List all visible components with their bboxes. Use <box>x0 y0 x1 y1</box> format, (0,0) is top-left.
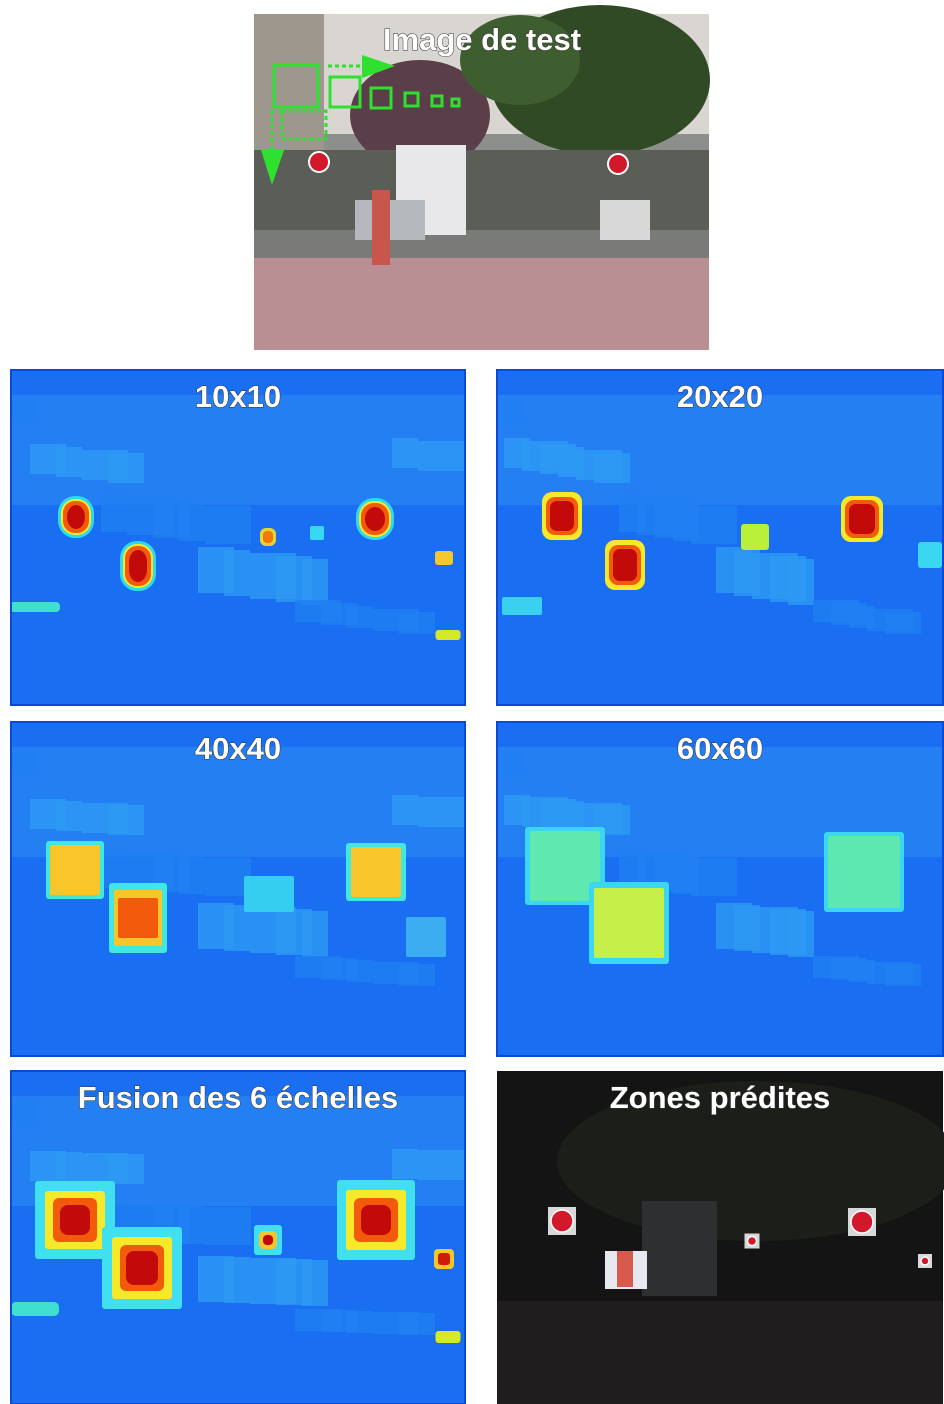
hot-spot <box>550 501 574 531</box>
heatmap-patch <box>295 956 341 978</box>
heatmap-patch <box>418 1150 464 1180</box>
car <box>600 200 650 240</box>
hot-spot <box>244 876 294 912</box>
panel: Zones prédites <box>497 1071 944 1404</box>
heatmap-patch <box>813 600 859 622</box>
heatmap-patch <box>11 1101 37 1123</box>
heatmap-patch <box>250 907 296 953</box>
heatmap-patch <box>30 799 66 829</box>
hot-spot <box>50 845 100 895</box>
hot-spot <box>365 507 385 531</box>
heatmap-patch <box>295 1309 341 1331</box>
heatmap-patch <box>504 795 530 825</box>
heatmap-patch <box>250 1258 296 1304</box>
hot-spot <box>502 597 542 615</box>
heatmap-patch <box>373 1312 419 1334</box>
panels: 10x10 20x20 40x40 60x60 Fusion des 6 échelle… <box>10 370 944 1404</box>
heatmap-patch <box>504 438 530 468</box>
heatmap-patch <box>101 850 127 888</box>
heatmap-patch <box>101 494 127 532</box>
test-image: Image de test <box>254 5 710 350</box>
heatmap-patch <box>392 1149 418 1179</box>
hot-spot <box>361 1205 391 1235</box>
heatmap-patch <box>198 903 234 949</box>
panel-title: 60x60 <box>677 731 763 766</box>
hot-spot <box>11 1302 59 1316</box>
heatmap-patch <box>392 795 418 825</box>
hot-spot <box>310 526 324 540</box>
heatmap-patch <box>82 450 128 480</box>
hot-spot <box>67 505 85 529</box>
panel: 10x10 <box>10 370 465 705</box>
hot-spot <box>436 630 461 640</box>
sign <box>309 152 329 172</box>
hot-spot <box>263 1235 273 1245</box>
heatmap-patch <box>813 956 859 978</box>
heatmap-patch <box>295 600 341 622</box>
hot-spot <box>60 1205 90 1235</box>
hot-spot <box>741 524 769 550</box>
sign <box>748 1237 757 1246</box>
heatmap-patch <box>418 797 464 827</box>
hot-spot <box>594 888 664 958</box>
sign <box>921 1257 929 1265</box>
hot-spot <box>438 1253 450 1265</box>
figure: Image de test 10x10 20x20 40x40 60x60 Fusion… <box>0 0 944 1404</box>
heatmap-patch <box>11 400 37 422</box>
sign <box>551 1210 573 1232</box>
heatmap-patch <box>205 1207 251 1245</box>
hot-spot <box>10 602 60 612</box>
pedestrian <box>372 190 390 265</box>
heatmap-patch <box>373 609 419 631</box>
panel-title: 40x40 <box>195 731 281 766</box>
hot-spot <box>406 917 446 957</box>
heatmap-patch <box>127 497 173 535</box>
heatmap-patch <box>497 752 523 774</box>
pavement <box>254 258 709 350</box>
heatmap-patch <box>619 494 645 532</box>
heatmap-patch <box>716 547 752 593</box>
sign <box>851 1211 873 1233</box>
panel: 20x20 <box>497 370 943 705</box>
heatmap-patch <box>82 1153 128 1183</box>
panel-title: Zones prédites <box>610 1080 831 1115</box>
heatmap-patch <box>418 441 464 471</box>
sign <box>608 154 628 174</box>
hot-spot <box>918 542 942 568</box>
hot-spot <box>849 504 875 534</box>
hot-spot <box>435 551 453 565</box>
hot-spot <box>118 898 158 938</box>
dark-road <box>497 1301 943 1404</box>
panel-title: 20x20 <box>677 379 763 414</box>
panel: Fusion des 6 échelles <box>11 1071 465 1404</box>
panel: 60x60 <box>497 722 943 1056</box>
pedestrian <box>617 1251 633 1287</box>
hot-spot <box>126 1251 158 1285</box>
hot-spot <box>263 531 273 543</box>
heatmap-patch <box>716 903 752 949</box>
hot-spot <box>351 847 401 897</box>
heatmap-patch <box>82 803 128 833</box>
hot-spot <box>613 549 637 581</box>
heatmap-patch <box>198 1256 234 1302</box>
heatmap-patch <box>392 438 418 468</box>
hot-spot <box>129 550 147 582</box>
heatmap-patch <box>497 400 523 422</box>
dark-truck <box>642 1201 717 1296</box>
heatmap-patch <box>250 553 296 599</box>
hot-spot <box>436 1331 461 1343</box>
heatmap-patch <box>373 962 419 984</box>
hot-spot <box>828 836 900 908</box>
heatmap-patch <box>205 506 251 544</box>
heatmap-patch <box>30 444 66 474</box>
panel-title: Fusion des 6 échelles <box>78 1080 398 1115</box>
panel: 40x40 <box>11 722 465 1056</box>
heatmap-patch <box>30 1151 66 1181</box>
heatmap-patch <box>11 752 37 774</box>
panel-title: 10x10 <box>195 379 281 414</box>
heatmap-patch <box>198 547 234 593</box>
image-title: Image de test <box>383 22 581 57</box>
